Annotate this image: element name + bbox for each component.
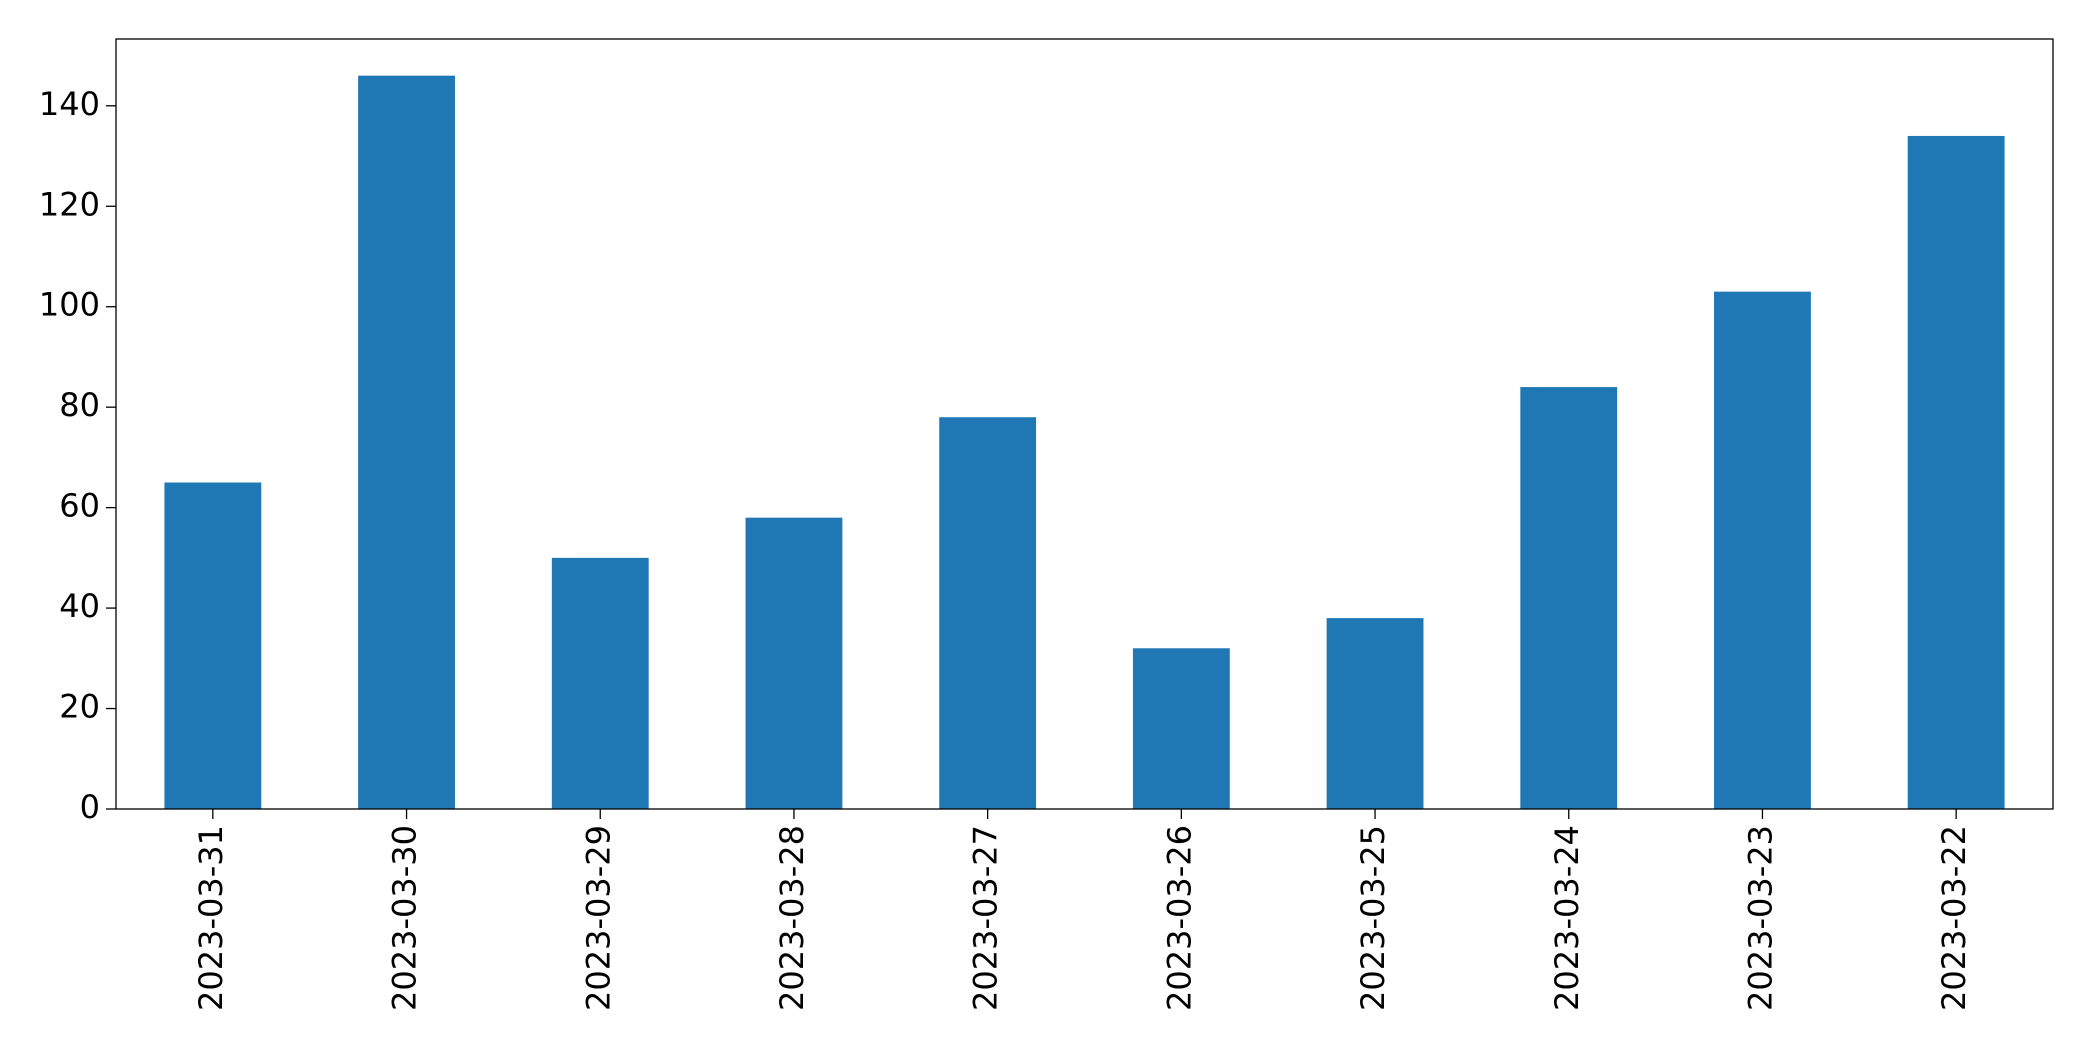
y-tick-label: 0 [80,788,100,826]
y-tick-label: 20 [59,688,100,726]
bar [1714,291,1811,809]
x-tick-label: 2023-03-30 [386,825,424,1011]
x-tick-label: 2023-03-27 [967,825,1005,1011]
x-tick-label: 2023-03-25 [1354,825,1392,1011]
y-tick-label: 80 [59,386,100,424]
plot-frame [115,38,2054,810]
bar [551,557,649,809]
x-tick-label: 2023-03-28 [773,825,811,1011]
y-tick-label: 120 [39,185,100,223]
y-tick-label: 100 [39,286,100,324]
bar [745,517,843,809]
x-tick-label: 2023-03-24 [1548,825,1586,1011]
y-tick-label: 60 [59,487,100,525]
y-tick-label: 140 [39,85,100,123]
bar [1520,387,1618,809]
bar [1907,135,2005,809]
x-tick-label: 2023-03-29 [579,825,617,1011]
x-tick-label: 2023-03-31 [192,825,230,1011]
x-tick-label: 2023-03-22 [1935,825,1973,1011]
x-tick-label: 2023-03-23 [1741,825,1779,1011]
y-tick-label: 40 [59,587,100,625]
bar [1132,648,1230,809]
x-tick-label: 2023-03-26 [1160,825,1198,1011]
bar [164,482,262,809]
bar [358,75,455,809]
bar [939,417,1037,809]
bar [1326,618,1424,809]
